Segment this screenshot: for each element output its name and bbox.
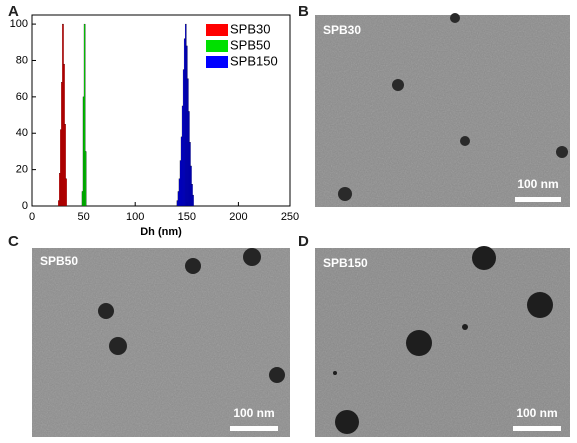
legend-swatch	[206, 40, 228, 52]
tem-image: SPB150 100 nm	[315, 246, 570, 437]
y-tick-label: 40	[16, 127, 28, 139]
image-label: SPB30	[323, 23, 361, 37]
particles	[338, 13, 568, 201]
tem-image: SPB30 100 nm	[315, 13, 570, 207]
particles	[333, 246, 553, 434]
legend-label: SPB150	[230, 53, 278, 68]
x-tick-label: 250	[281, 211, 299, 223]
bar	[65, 178, 67, 207]
image-label: SPB50	[40, 254, 78, 268]
legend-label: SPB50	[230, 37, 270, 52]
x-tick-label: 100	[126, 211, 144, 223]
plot-frame	[31, 14, 291, 207]
image-label: SPB150	[323, 256, 368, 270]
x-tick-label: 150	[178, 211, 196, 223]
y-tick-label: 20	[16, 164, 28, 176]
scale-bar-label: 100 nm	[517, 177, 558, 191]
y-tick-label: 80	[16, 54, 28, 66]
scale-bar	[230, 426, 278, 431]
panel-label: D	[298, 233, 309, 250]
bar	[64, 123, 66, 207]
image-grain	[32, 248, 290, 437]
legend-label: SPB30	[230, 21, 270, 36]
tem-image: SPB50 100 nm	[32, 248, 290, 437]
panel-label: B	[298, 3, 309, 20]
y-tick-label: 100	[10, 18, 28, 30]
x-tick-label: 50	[77, 211, 89, 223]
x-tick-label: 0	[29, 211, 35, 223]
scale-bar	[515, 197, 561, 202]
x-tick-label: 200	[229, 211, 247, 223]
y-tick-label: 60	[16, 91, 28, 103]
panel-label: C	[8, 233, 19, 250]
scale-bar-label: 100 nm	[516, 406, 557, 420]
image-grain	[315, 15, 570, 207]
panel-label: A	[8, 3, 19, 20]
legend-swatch	[206, 24, 228, 36]
legend-swatch	[206, 56, 228, 68]
particles	[98, 248, 285, 383]
scale-bar-label: 100 nm	[233, 406, 274, 420]
scale-bar	[513, 426, 561, 431]
bar	[84, 151, 87, 207]
bar	[83, 23, 86, 207]
y-tick-label: 0	[22, 200, 28, 212]
image-grain	[315, 248, 570, 437]
x-axis-label: Dh (nm)	[140, 226, 182, 238]
bar	[192, 194, 194, 207]
